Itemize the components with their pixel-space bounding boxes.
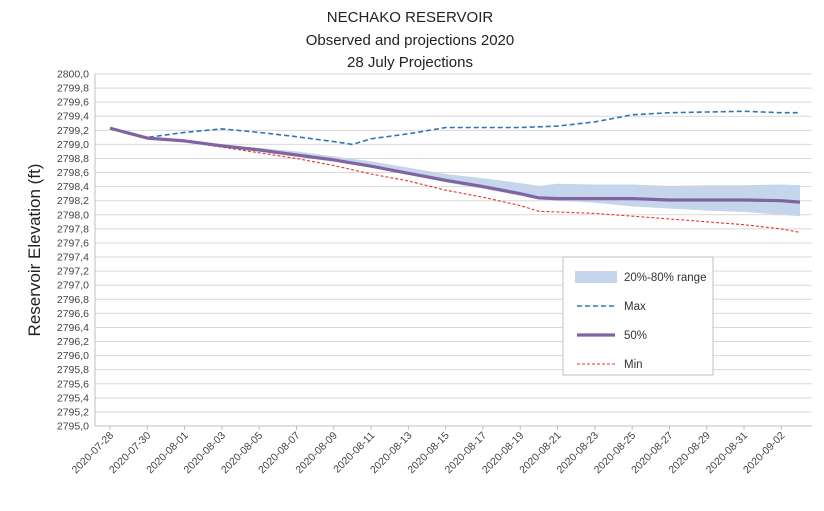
legend-label-min: Min [624,359,643,371]
y-tick-label: 2795,0 [57,421,89,433]
y-tick-label: 2799,0 [57,139,89,151]
y-tick-label: 2795,6 [57,378,89,390]
gridlines [95,73,812,427]
y-tick-label: 2798,8 [57,153,89,165]
series-line-p50 [109,126,801,204]
chart-title: NECHAKO RESERVOIR Observed and projectio… [306,9,514,71]
y-tick-label: 2797,8 [57,223,89,235]
y-tick-label: 2795,8 [57,364,89,376]
y-tick-label: 2795,2 [57,406,89,418]
y-tick-label: 2799,8 [57,83,89,95]
y-axis-label: Reservoir Elevation (ft) [25,164,44,337]
y-tick-label: 2798,4 [57,181,89,193]
y-tick-label: 2796,8 [57,294,89,306]
series-line-max [109,110,800,146]
y-tick-label: 2796,0 [57,350,89,362]
y-tick-label: 2797,2 [57,266,89,278]
y-tick-labels: 2795,0 2795,2 2795,4 2795,6 2795,8 2796,0 2796… [57,69,89,433]
y-tick-label: 2800,0 [57,69,89,81]
y-tick-label: 2799,2 [57,125,89,137]
y-tick-label: 2796,6 [57,308,89,320]
y-tick-label: 2796,4 [57,322,89,334]
series-layer [109,110,801,233]
range-band-layer [110,128,800,217]
y-tick-label: 2798,2 [57,195,89,207]
legend-swatch-range [575,271,617,283]
y-tick-label: 2797,6 [57,237,89,249]
title-line-3: 28 July Projections [347,54,473,71]
legend-label-p50: 50% [624,330,647,342]
y-tick-label: 2796,2 [57,336,89,348]
axes [94,74,812,430]
series-line-min [109,127,801,233]
range-band-20-80 [110,128,800,217]
title-line-1: NECHAKO RESERVOIR [327,9,494,26]
title-line-2: Observed and projections 2020 [306,32,514,49]
y-tick-label: 2799,6 [57,97,89,109]
y-tick-label: 2797,0 [57,280,89,292]
legend-label-range: 20%-80% range [624,272,706,284]
legend-label-max: Max [624,301,646,313]
x-tick-labels: 2020-07-282020-07-302020-08-012020-08-03… [70,430,788,477]
y-tick-label: 2795,4 [57,392,89,404]
y-tick-label: 2798,0 [57,209,89,221]
y-tick-label: 2799,4 [57,111,89,123]
legend: 20%-80% range Max 50% Min [562,256,714,376]
y-tick-label: 2797,4 [57,252,89,264]
y-tick-label: 2798,6 [57,167,89,179]
